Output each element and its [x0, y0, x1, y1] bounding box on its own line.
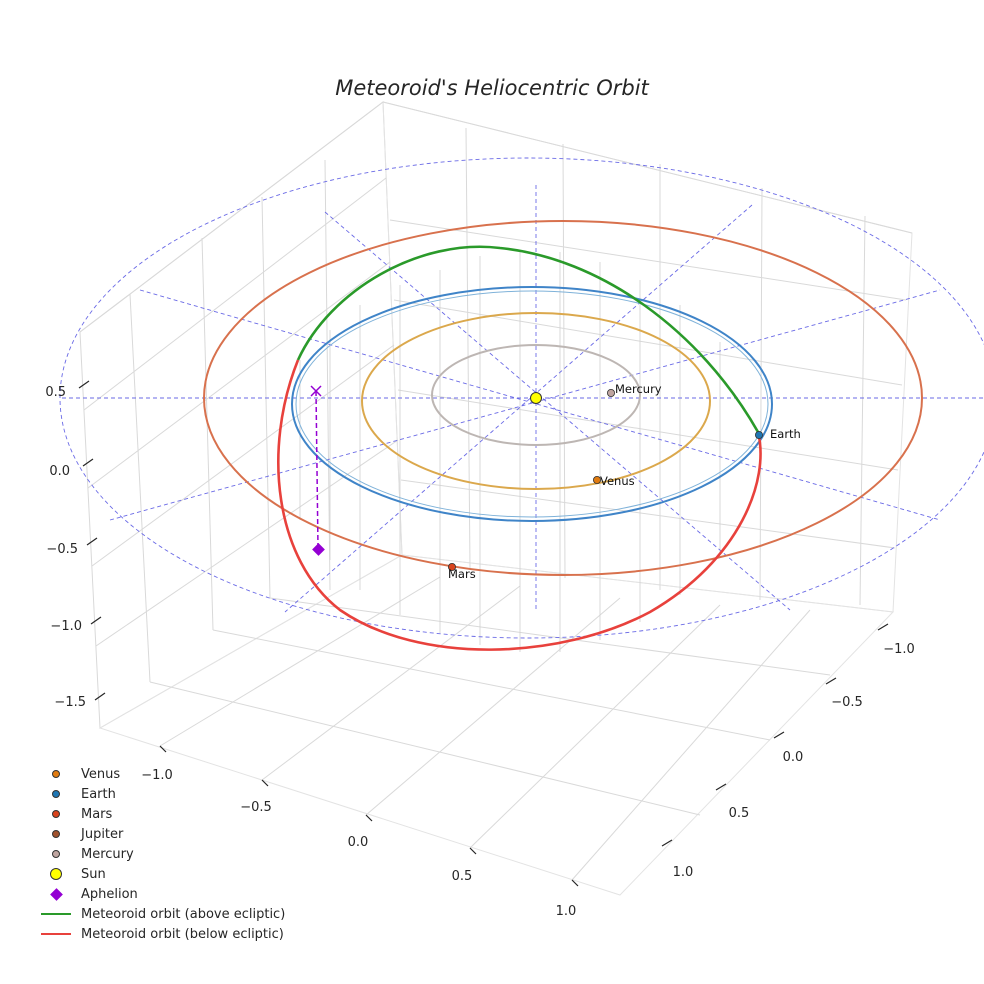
mars-label: Mars [448, 567, 476, 581]
earth-label: Earth [770, 427, 801, 441]
meteoroid-orbit-above [296, 245, 760, 433]
grid-panes [79, 101, 913, 896]
z-tick-label: 0.5 [45, 385, 66, 400]
planet-orbits [203, 220, 923, 576]
orbit-above-legend-icon [41, 913, 71, 915]
legend-label: Jupiter [81, 826, 124, 842]
y-tick-label: 1.0 [673, 865, 694, 880]
aphelion-projection-marker [310, 385, 322, 397]
legend-label: Sun [81, 866, 106, 882]
legend-label: Meteoroid orbit (below ecliptic) [81, 926, 284, 942]
x-tick-label: 0.0 [348, 835, 369, 850]
earth-orbit [291, 286, 773, 522]
z-tick-label: −0.5 [46, 542, 78, 557]
earth-legend-icon [52, 790, 60, 798]
sun-legend-icon [50, 868, 62, 880]
ecliptic-reference [59, 157, 984, 639]
y-tick-label: 0.0 [783, 750, 804, 765]
floor-pane [98, 554, 895, 896]
legend-item-mars: Mars [36, 804, 285, 824]
legend-label: Meteoroid orbit (above ecliptic) [81, 906, 286, 922]
venus-legend-icon [52, 770, 60, 778]
x-tick-label: −0.5 [240, 800, 272, 815]
legend-item-venus: Venus [36, 764, 285, 784]
legend: Venus Earth Mars Jupiter Mercury Sun Aph… [36, 764, 285, 944]
y-tick-label: −1.0 [883, 642, 915, 657]
legend-label: Venus [81, 766, 121, 782]
venus-label: Venus [600, 474, 635, 488]
venus-orbit [361, 312, 711, 490]
legend-item-orbit-below: Meteoroid orbit (below ecliptic) [36, 924, 285, 944]
mars-orbit [203, 220, 923, 576]
drop-lines [299, 250, 721, 652]
jupiter-legend-icon [52, 830, 60, 838]
z-tick-label: 0.0 [49, 464, 70, 479]
x-tick-label: 0.5 [452, 869, 473, 884]
sun-marker [530, 392, 542, 404]
z-tick-label: −1.0 [50, 619, 82, 634]
aphelion-legend-icon [49, 887, 63, 901]
axis-tick-marks [78, 380, 889, 887]
mars-marker [447, 563, 456, 572]
meteoroid-orbit-below [277, 359, 762, 651]
legend-item-sun: Sun [36, 864, 285, 884]
legend-item-jupiter: Jupiter [36, 824, 285, 844]
aphelion-drop-line [315, 390, 319, 549]
legend-item-mercury: Mercury [36, 844, 285, 864]
venus-marker [593, 475, 602, 484]
mercury-legend-icon [52, 850, 60, 858]
legend-label: Earth [81, 786, 116, 802]
legend-item-orbit-above: Meteoroid orbit (above ecliptic) [36, 904, 285, 924]
back-pane [382, 101, 913, 613]
earth-marker [755, 430, 764, 439]
legend-label: Mercury [81, 846, 134, 862]
mercury-label: Mercury [615, 382, 662, 396]
ecliptic-outer-ring [59, 157, 984, 639]
y-tick-label: −0.5 [831, 695, 863, 710]
legend-label: Aphelion [81, 886, 138, 902]
orbit-below-legend-icon [41, 933, 71, 935]
y-tick-label: 0.5 [729, 806, 750, 821]
legend-item-aphelion: Aphelion [36, 884, 285, 904]
z-tick-label: −1.5 [54, 695, 86, 710]
x-tick-label: −1.0 [141, 768, 173, 783]
legend-label: Mars [81, 806, 113, 822]
earth-orbit-inner [295, 290, 769, 518]
aphelion-marker [312, 543, 325, 556]
x-tick-label: 1.0 [556, 904, 577, 919]
left-pane [79, 101, 403, 729]
mercury-orbit [431, 344, 641, 446]
mars-legend-icon [52, 810, 60, 818]
mercury-marker [607, 388, 616, 397]
chart-title: Meteoroid's Heliocentric Orbit [335, 76, 649, 100]
legend-item-earth: Earth [36, 784, 285, 804]
